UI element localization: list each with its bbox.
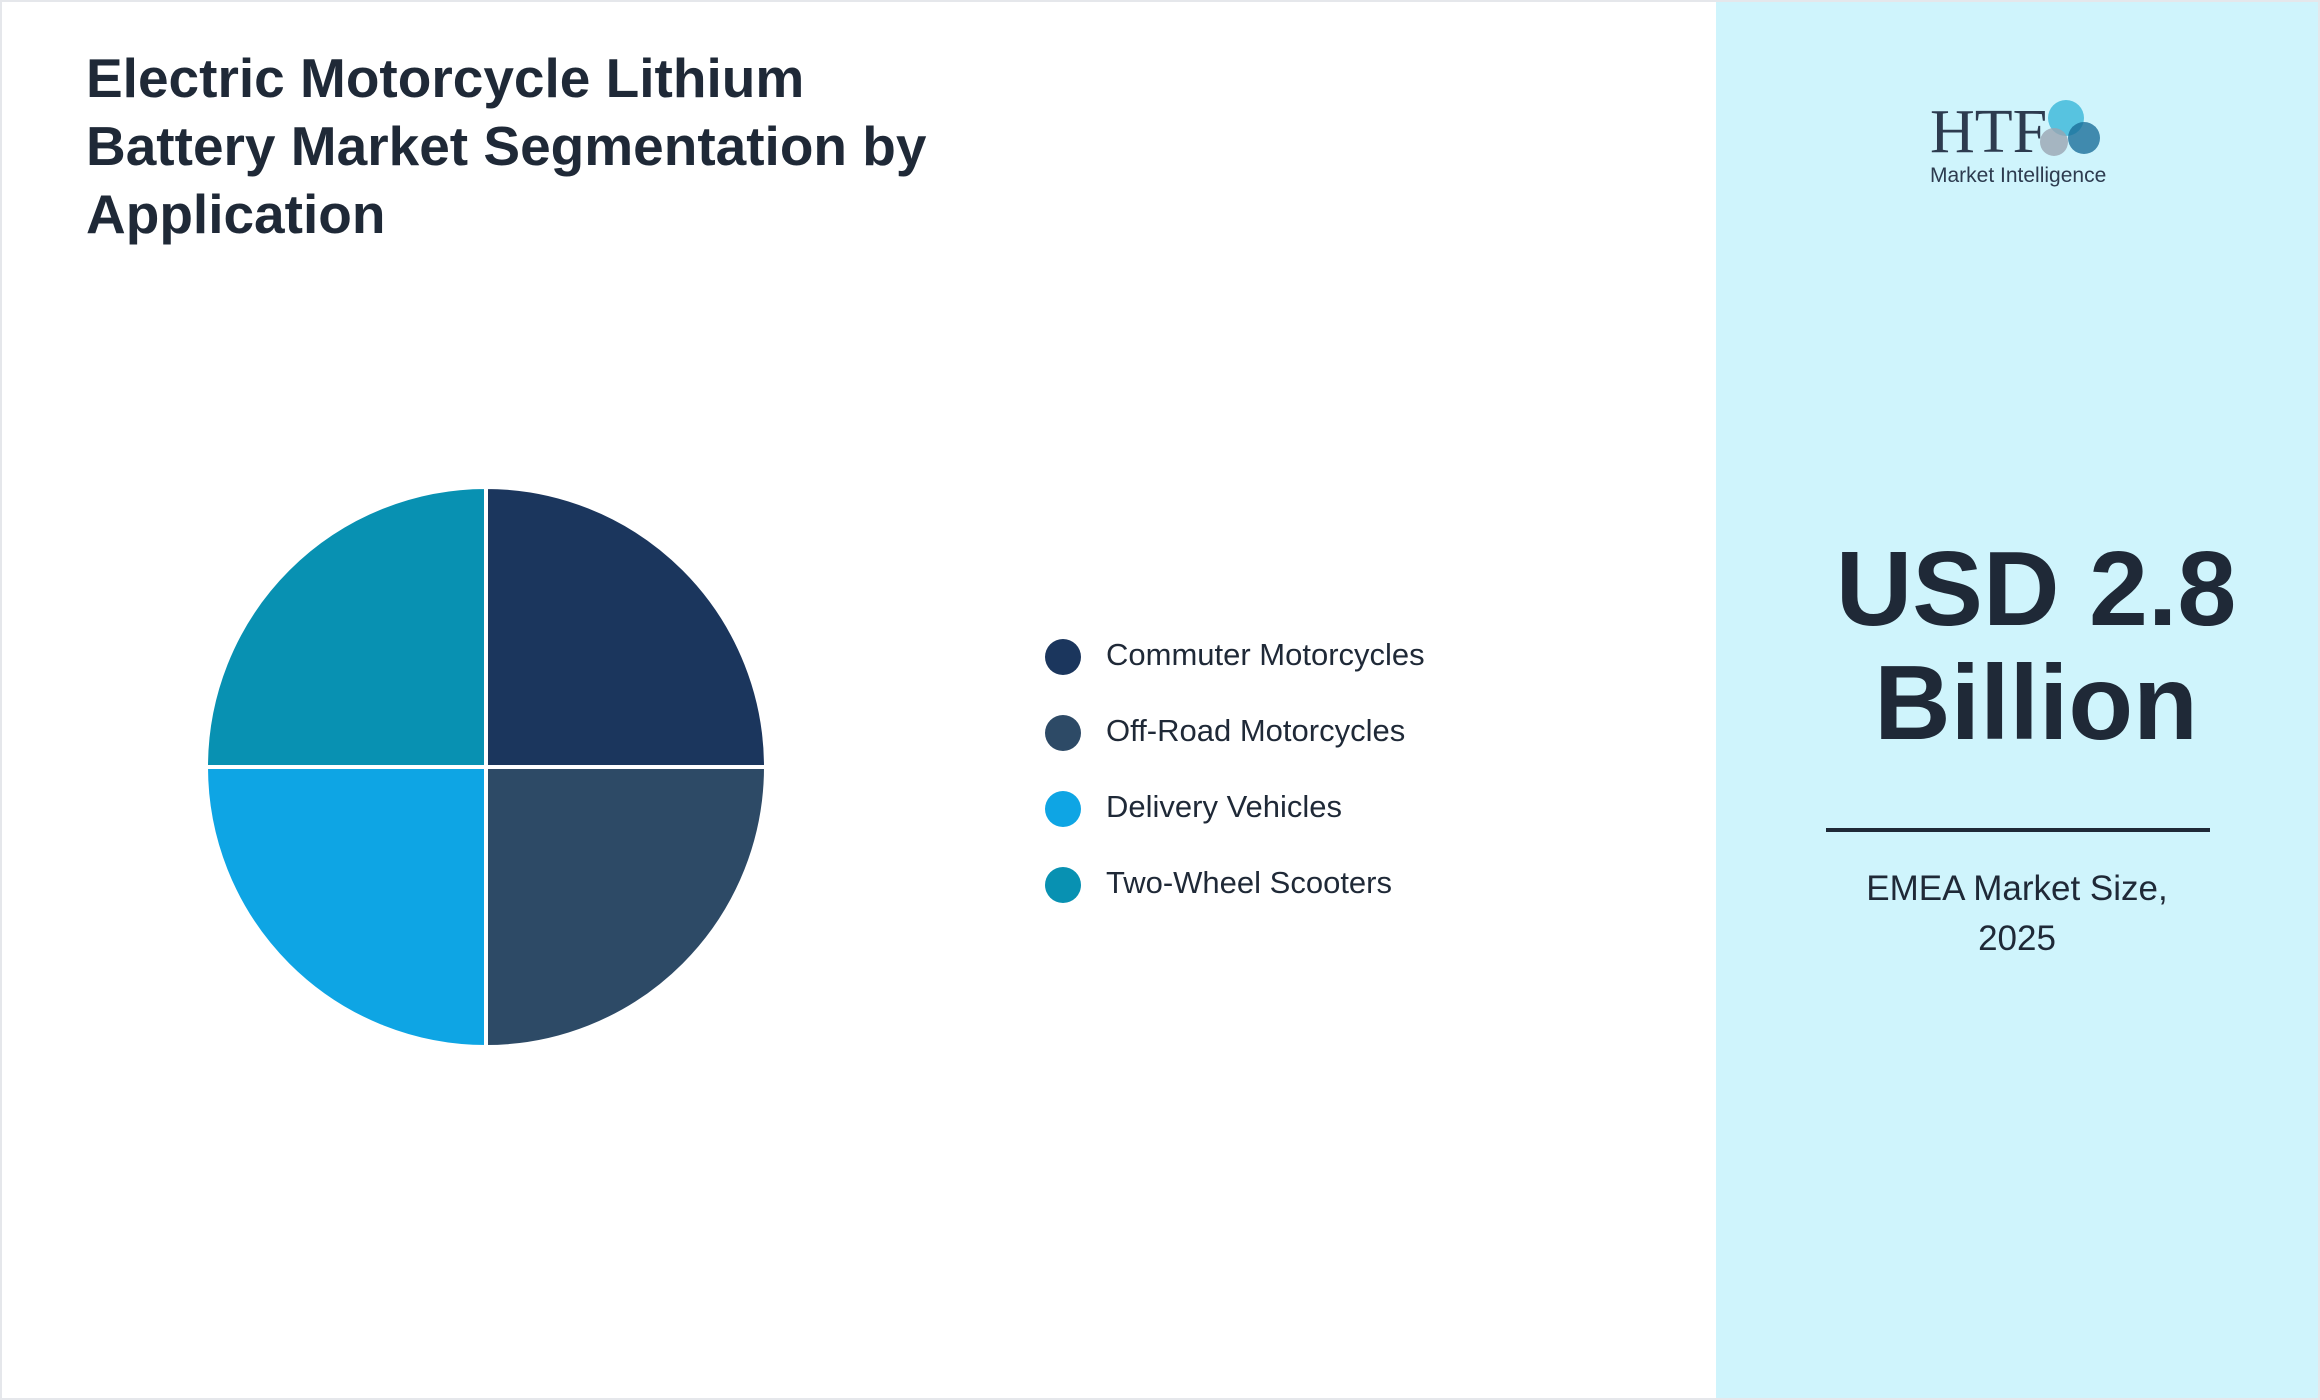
chart-title: Electric Motorcycle Lithium Battery Marke… bbox=[86, 47, 927, 245]
legend-marker bbox=[1045, 791, 1081, 827]
chart: Electric Motorcycle Lithium Battery Marke… bbox=[86, 47, 1425, 1050]
logo-tagline: Market Intelligence bbox=[1930, 164, 2106, 187]
pie-slice bbox=[484, 484, 769, 769]
legend-label: Delivery Vehicles bbox=[1106, 789, 1342, 824]
summary-panel: HTF Market Intelligence USD 2.8 Billion … bbox=[1716, 2, 2318, 1398]
legend-marker bbox=[1045, 867, 1081, 903]
legend-label: Off-Road Motorcycles bbox=[1106, 713, 1405, 748]
market-size: USD 2.8 Billion bbox=[1835, 530, 2237, 762]
legend-label: Commuter Motorcycles bbox=[1106, 637, 1425, 672]
pie-slice bbox=[484, 765, 769, 1050]
divider bbox=[1826, 828, 2210, 832]
legend-marker bbox=[1045, 715, 1081, 751]
pie-slice bbox=[203, 484, 488, 769]
market-size-caption: EMEA Market Size, 2025 bbox=[1866, 869, 2168, 958]
legend-label: Two-Wheel Scooters bbox=[1106, 865, 1392, 900]
legend-marker bbox=[1045, 639, 1081, 675]
logo-name: HTF bbox=[1930, 98, 2047, 166]
pie-slice bbox=[203, 765, 488, 1050]
logo: HTF Market Intelligence bbox=[1930, 98, 2106, 187]
